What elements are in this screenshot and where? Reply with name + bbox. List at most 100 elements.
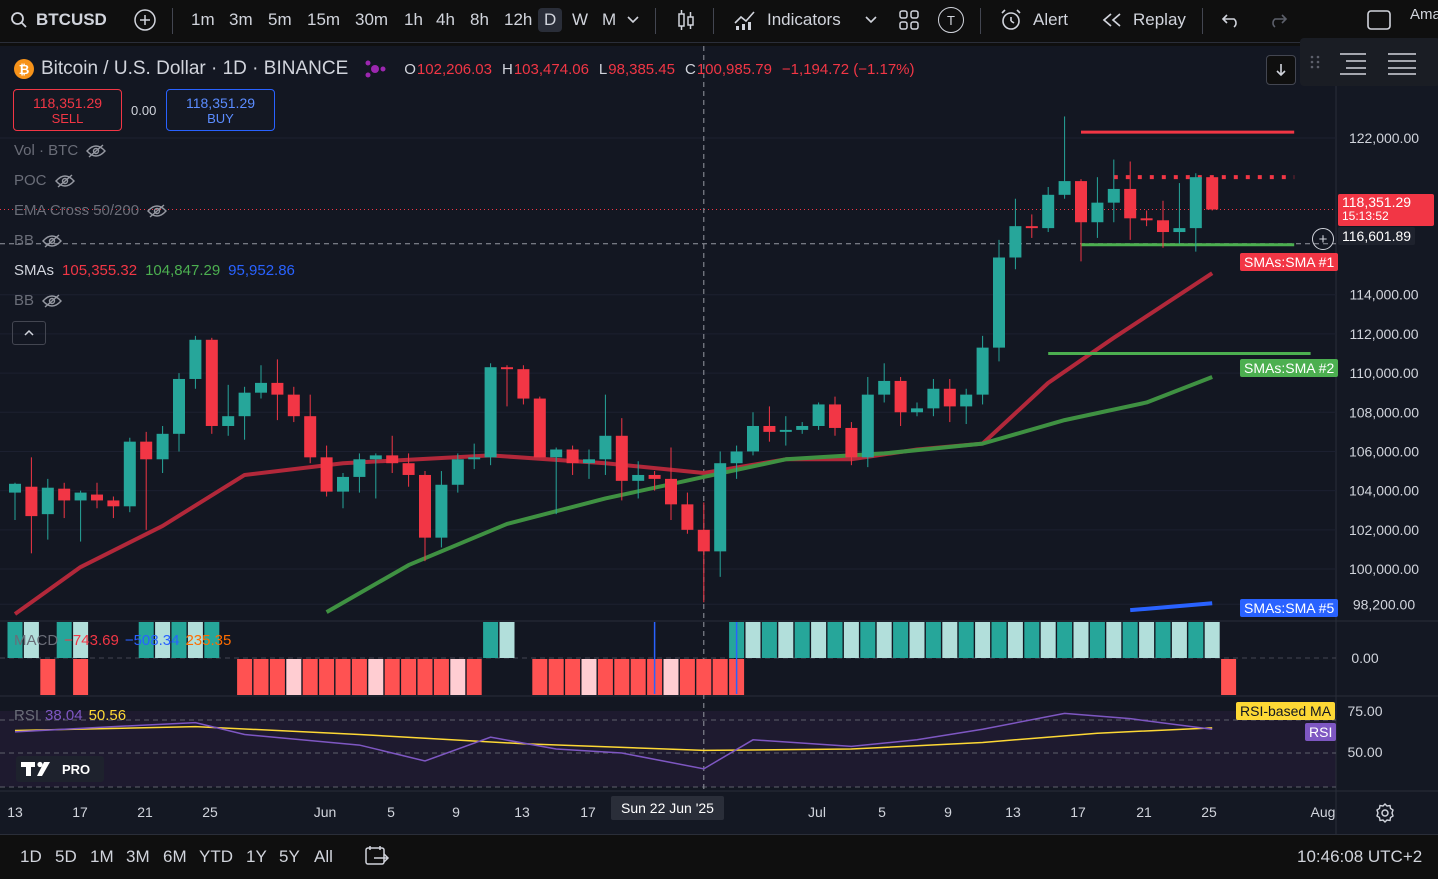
interval-30m[interactable]: 30m [355, 10, 389, 29]
data-source-icon[interactable] [364, 59, 386, 79]
eye-hidden-icon[interactable] [54, 173, 75, 188]
candle-body [583, 459, 595, 464]
alert-button[interactable]: Alert [999, 0, 1068, 40]
eye-hidden-icon[interactable] [86, 143, 107, 158]
candle-body [779, 429, 792, 432]
interval-8h[interactable]: 8h [470, 10, 489, 29]
chart-type-button[interactable] [676, 0, 696, 40]
candles-icon [678, 10, 694, 30]
interval-d[interactable]: D [538, 8, 563, 32]
price-tick-label: 106,000.00 [1349, 443, 1419, 459]
smas-legend[interactable]: SMAs 105,355.32 104,847.29 95,952.86 [14, 262, 295, 279]
interval-12h[interactable]: 12h [504, 10, 533, 29]
interval-1h[interactable]: 1h [404, 10, 423, 29]
rsi-50-label: 50.00 [1347, 744, 1382, 760]
range-1y[interactable]: 1Y [246, 847, 267, 866]
buy-button[interactable]: 118,351.29 BUY [166, 89, 275, 131]
interval-w[interactable]: W [572, 10, 589, 29]
indicators-dropdown[interactable] [864, 0, 878, 40]
redo-button[interactable] [1268, 0, 1288, 40]
bb-legend-1[interactable]: BB [14, 232, 62, 249]
macd-legend[interactable]: MACD −743.69 −508.34 235.35 [14, 632, 232, 649]
time-tick-label: 5 [387, 804, 395, 820]
range-1m[interactable]: 1M [90, 847, 114, 866]
fullscreen-button[interactable] [1366, 0, 1392, 40]
candle-body [501, 367, 513, 370]
rsi-legend[interactable]: RSI 38.04 50.56 [14, 707, 127, 724]
drag-handle-icon[interactable] [1310, 54, 1320, 70]
eye-hidden-icon[interactable] [42, 233, 62, 248]
template-button[interactable]: T [938, 0, 964, 40]
candle-body [1075, 181, 1087, 223]
bb-legend-2[interactable]: BB [14, 292, 62, 309]
macd-hist-bar-up [73, 622, 89, 658]
candle-body [468, 457, 481, 460]
time-tick-label: 25 [202, 804, 218, 820]
range-3m[interactable]: 3M [126, 847, 150, 866]
eye-hidden-icon[interactable] [147, 203, 168, 218]
macd-hist-bar-up [778, 622, 794, 658]
range-5d[interactable]: 5D [55, 847, 77, 866]
rsi-axis-tag: RSI [1305, 723, 1337, 741]
last-price-tag: 118,351.29 15:13:52 [1338, 194, 1434, 226]
indicators-button[interactable]: Indicators [733, 0, 841, 40]
ema-cross-legend[interactable]: EMA Cross 50/200 [14, 202, 168, 219]
interval-5m[interactable]: 5m [268, 10, 292, 29]
range-5y[interactable]: 5Y [279, 847, 300, 866]
symbol-name: BTCUSD [36, 10, 107, 29]
interval-m[interactable]: M [602, 10, 617, 29]
collapse-legend-button[interactable] [12, 321, 46, 345]
interval-15m[interactable]: 15m [307, 10, 341, 29]
undo-icon [1221, 14, 1237, 28]
candle-body [861, 394, 874, 458]
account-label[interactable]: Ama [1410, 6, 1438, 23]
chart-settings-button[interactable] [1374, 802, 1396, 829]
candle-body [599, 435, 612, 460]
interval-dropdown[interactable] [626, 0, 640, 40]
symbol-search[interactable]: BTCUSD [10, 0, 107, 40]
range-6m[interactable]: 6M [163, 847, 187, 866]
scroll-to-latest-button[interactable] [1266, 55, 1296, 85]
candle-body [255, 382, 267, 393]
goto-date-button[interactable] [364, 844, 390, 873]
interval-4h[interactable]: 4h [436, 10, 455, 29]
candle-body [140, 441, 153, 460]
rsi-75-label: 75.00 [1347, 703, 1382, 719]
candle-body [386, 455, 399, 464]
eye-hidden-icon[interactable] [42, 293, 62, 308]
layouts-button[interactable] [898, 0, 920, 40]
macd-hist-bar-up [187, 622, 203, 658]
chevron-down-icon [865, 16, 877, 24]
floating-widget-panel[interactable] [1300, 38, 1438, 86]
macd-hist-bar-up [1155, 622, 1171, 658]
chart-title[interactable]: Bitcoin / U.S. Dollar · 1D · BINANCE [41, 58, 349, 79]
candle-body [714, 463, 727, 552]
price-tick-label: 98,200.00 [1353, 596, 1415, 612]
vol-legend[interactable]: Vol · BTC [14, 142, 107, 159]
poc-legend[interactable]: POC [14, 172, 75, 189]
chart-canvas[interactable]: 122,000.00 114,000.00 112,000.00 110,000.00… [0, 46, 1438, 834]
candle-body [337, 476, 349, 492]
range-1d[interactable]: 1D [20, 847, 42, 866]
range-all[interactable]: All [314, 847, 333, 866]
tradingview-logo[interactable]: PRO [16, 756, 104, 782]
time-tick-label: 13 [514, 804, 530, 820]
indicators-icon [734, 11, 755, 30]
candle-body [419, 474, 431, 538]
macd-hist-bar-down [401, 659, 417, 695]
chart-area[interactable]: 122,000.00 114,000.00 112,000.00 110,000.00… [0, 38, 1438, 834]
crosshair-add-button[interactable]: + [1312, 228, 1334, 250]
undo-button[interactable] [1221, 0, 1241, 40]
range-ytd[interactable]: YTD [199, 847, 233, 866]
tree-list-icon[interactable] [1338, 48, 1368, 76]
replay-button[interactable]: Replay [1101, 0, 1186, 40]
interval-1m[interactable]: 1m [191, 10, 215, 29]
list-menu-icon[interactable] [1386, 48, 1418, 76]
tv-logo-icon [21, 761, 50, 776]
sell-button[interactable]: 118,351.29 SELL [13, 89, 122, 131]
compare-button[interactable] [133, 0, 157, 40]
time-tick-label: Aug [1311, 804, 1336, 820]
macd-hist-bar-down [237, 659, 253, 695]
interval-3m[interactable]: 3m [229, 10, 253, 29]
timezone-clock[interactable]: 10:46:08 UTC+2 [1297, 847, 1423, 866]
